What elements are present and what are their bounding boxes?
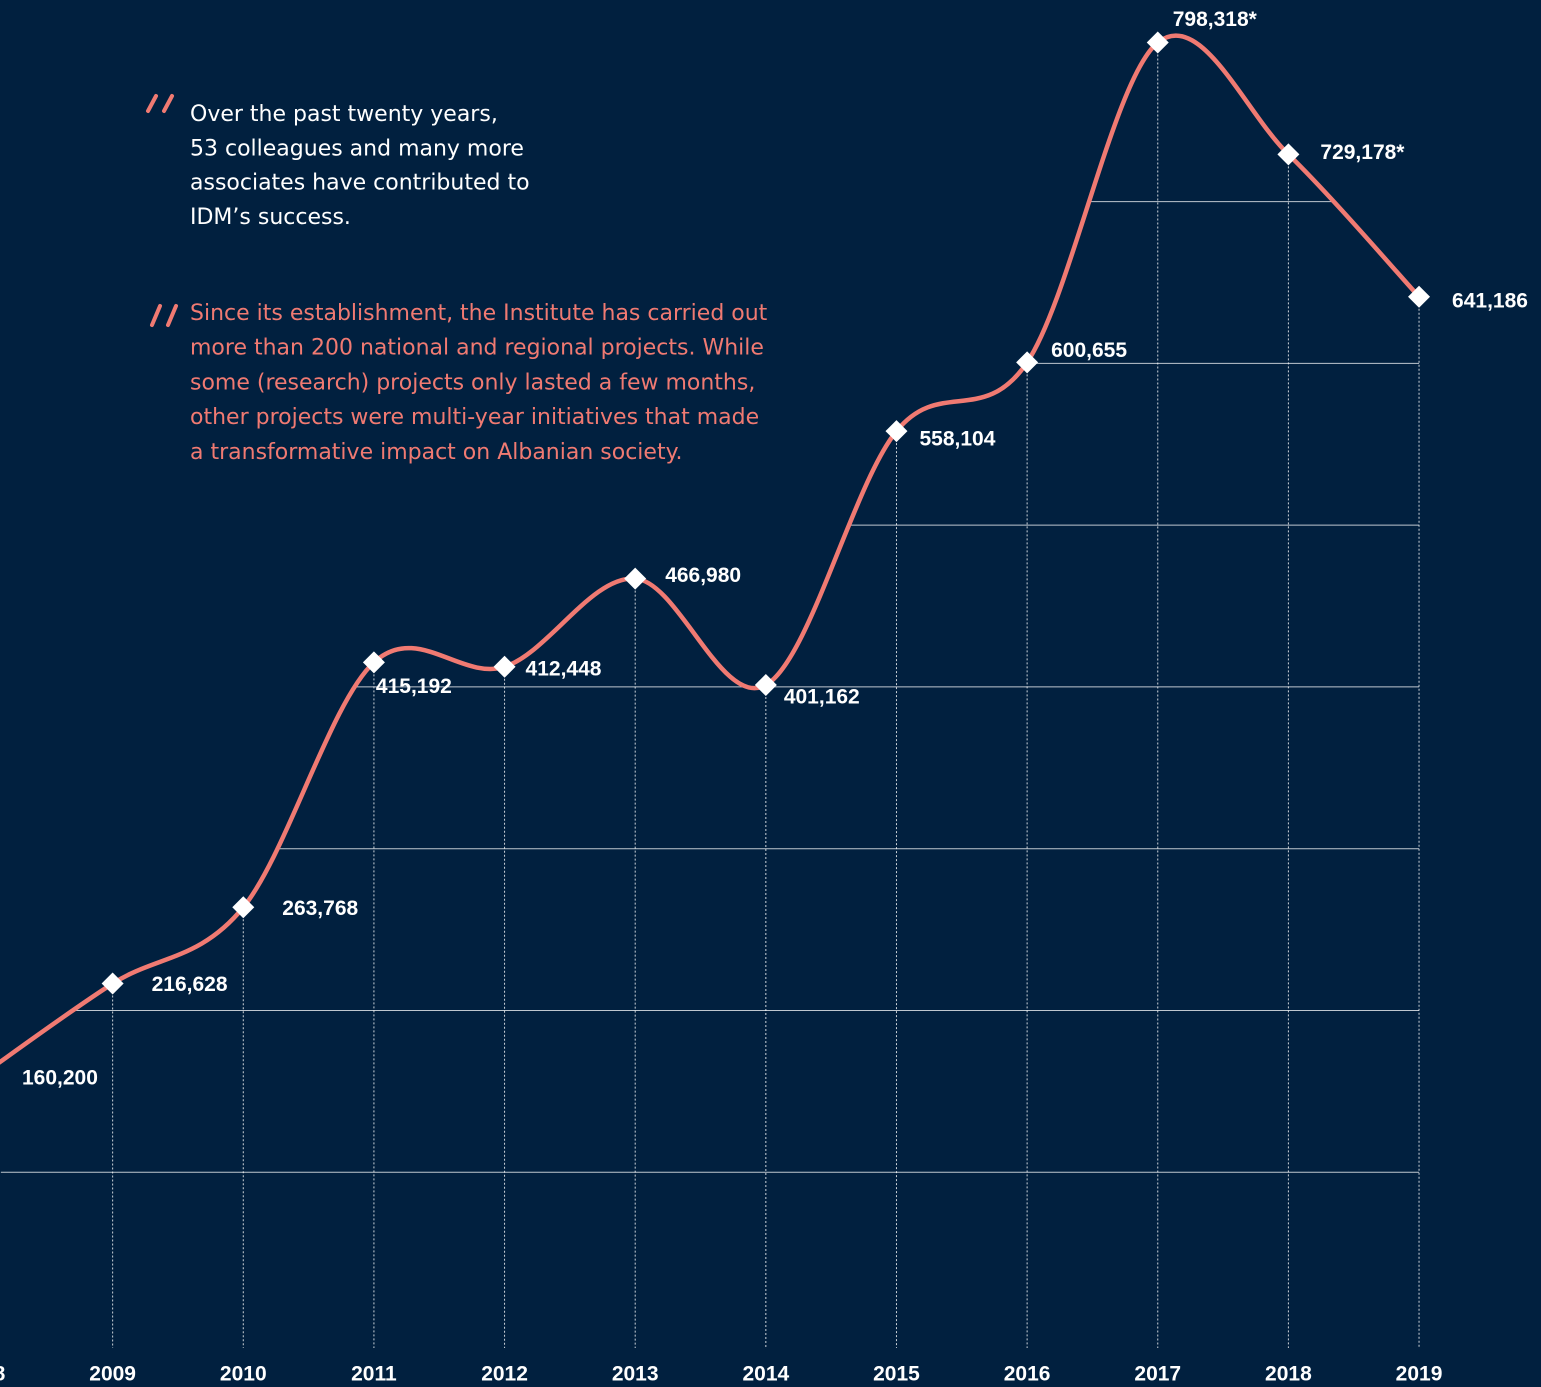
value-label: 466,980 <box>665 564 741 587</box>
quote-line: other projects were multi-year initiativ… <box>190 405 759 430</box>
quote-line: a transformative impact on Albanian soci… <box>190 440 682 465</box>
x-tick-label: 2008 <box>0 1363 6 1386</box>
point-marker <box>101 972 124 995</box>
quote-line: Since its establishment, the Institute h… <box>190 301 768 326</box>
x-tick-label: 2009 <box>89 1363 136 1386</box>
value-label: 401,162 <box>784 686 860 709</box>
x-tick-label: 2016 <box>1004 1363 1051 1386</box>
x-tick-label: 2013 <box>612 1363 659 1386</box>
quote-line: 53 colleagues and many more <box>190 136 524 161</box>
value-label: 558,104 <box>919 428 995 451</box>
x-tick-label: 2011 <box>351 1363 397 1386</box>
value-label: 600,655 <box>1051 339 1127 362</box>
x-tick-label: 2017 <box>1134 1363 1181 1386</box>
quote-line: Over the past twenty years, <box>190 102 498 127</box>
point-marker <box>885 420 908 443</box>
x-tick-label: 2019 <box>1396 1363 1443 1386</box>
quote-mark <box>150 304 178 327</box>
quote-mark <box>146 94 174 113</box>
x-tick-label: 2018 <box>1265 1363 1312 1386</box>
point-marker <box>1408 285 1431 308</box>
value-label: 160,200 <box>22 1066 98 1089</box>
point-marker <box>624 567 647 590</box>
x-tick-label: 2010 <box>220 1363 267 1386</box>
quote-line: associates have contributed to <box>190 171 530 196</box>
point-marker <box>362 651 385 674</box>
point-marker <box>1016 351 1039 374</box>
x-tick-label: 2015 <box>873 1363 920 1386</box>
value-label: 415,192 <box>376 675 452 698</box>
quote-line: some (research) projects only lasted a f… <box>190 370 755 395</box>
value-label: 216,628 <box>152 973 228 996</box>
point-marker <box>1277 143 1300 166</box>
value-label: 263,768 <box>282 897 358 920</box>
value-label: 798,318* <box>1173 8 1258 31</box>
line-series <box>0 33 1421 1065</box>
quote-line: more than 200 national and regional proj… <box>190 336 764 361</box>
x-tick-label: 2014 <box>742 1363 789 1386</box>
point-marker <box>1146 31 1169 54</box>
value-label: 729,178* <box>1320 141 1405 164</box>
value-label: 641,186 <box>1452 289 1528 312</box>
value-label: 412,448 <box>526 657 602 680</box>
x-tick-label: 2012 <box>481 1363 528 1386</box>
point-marker <box>754 674 777 697</box>
point-marker <box>232 896 255 919</box>
point-marker <box>493 655 516 678</box>
quote-line: IDM’s success. <box>190 205 351 230</box>
